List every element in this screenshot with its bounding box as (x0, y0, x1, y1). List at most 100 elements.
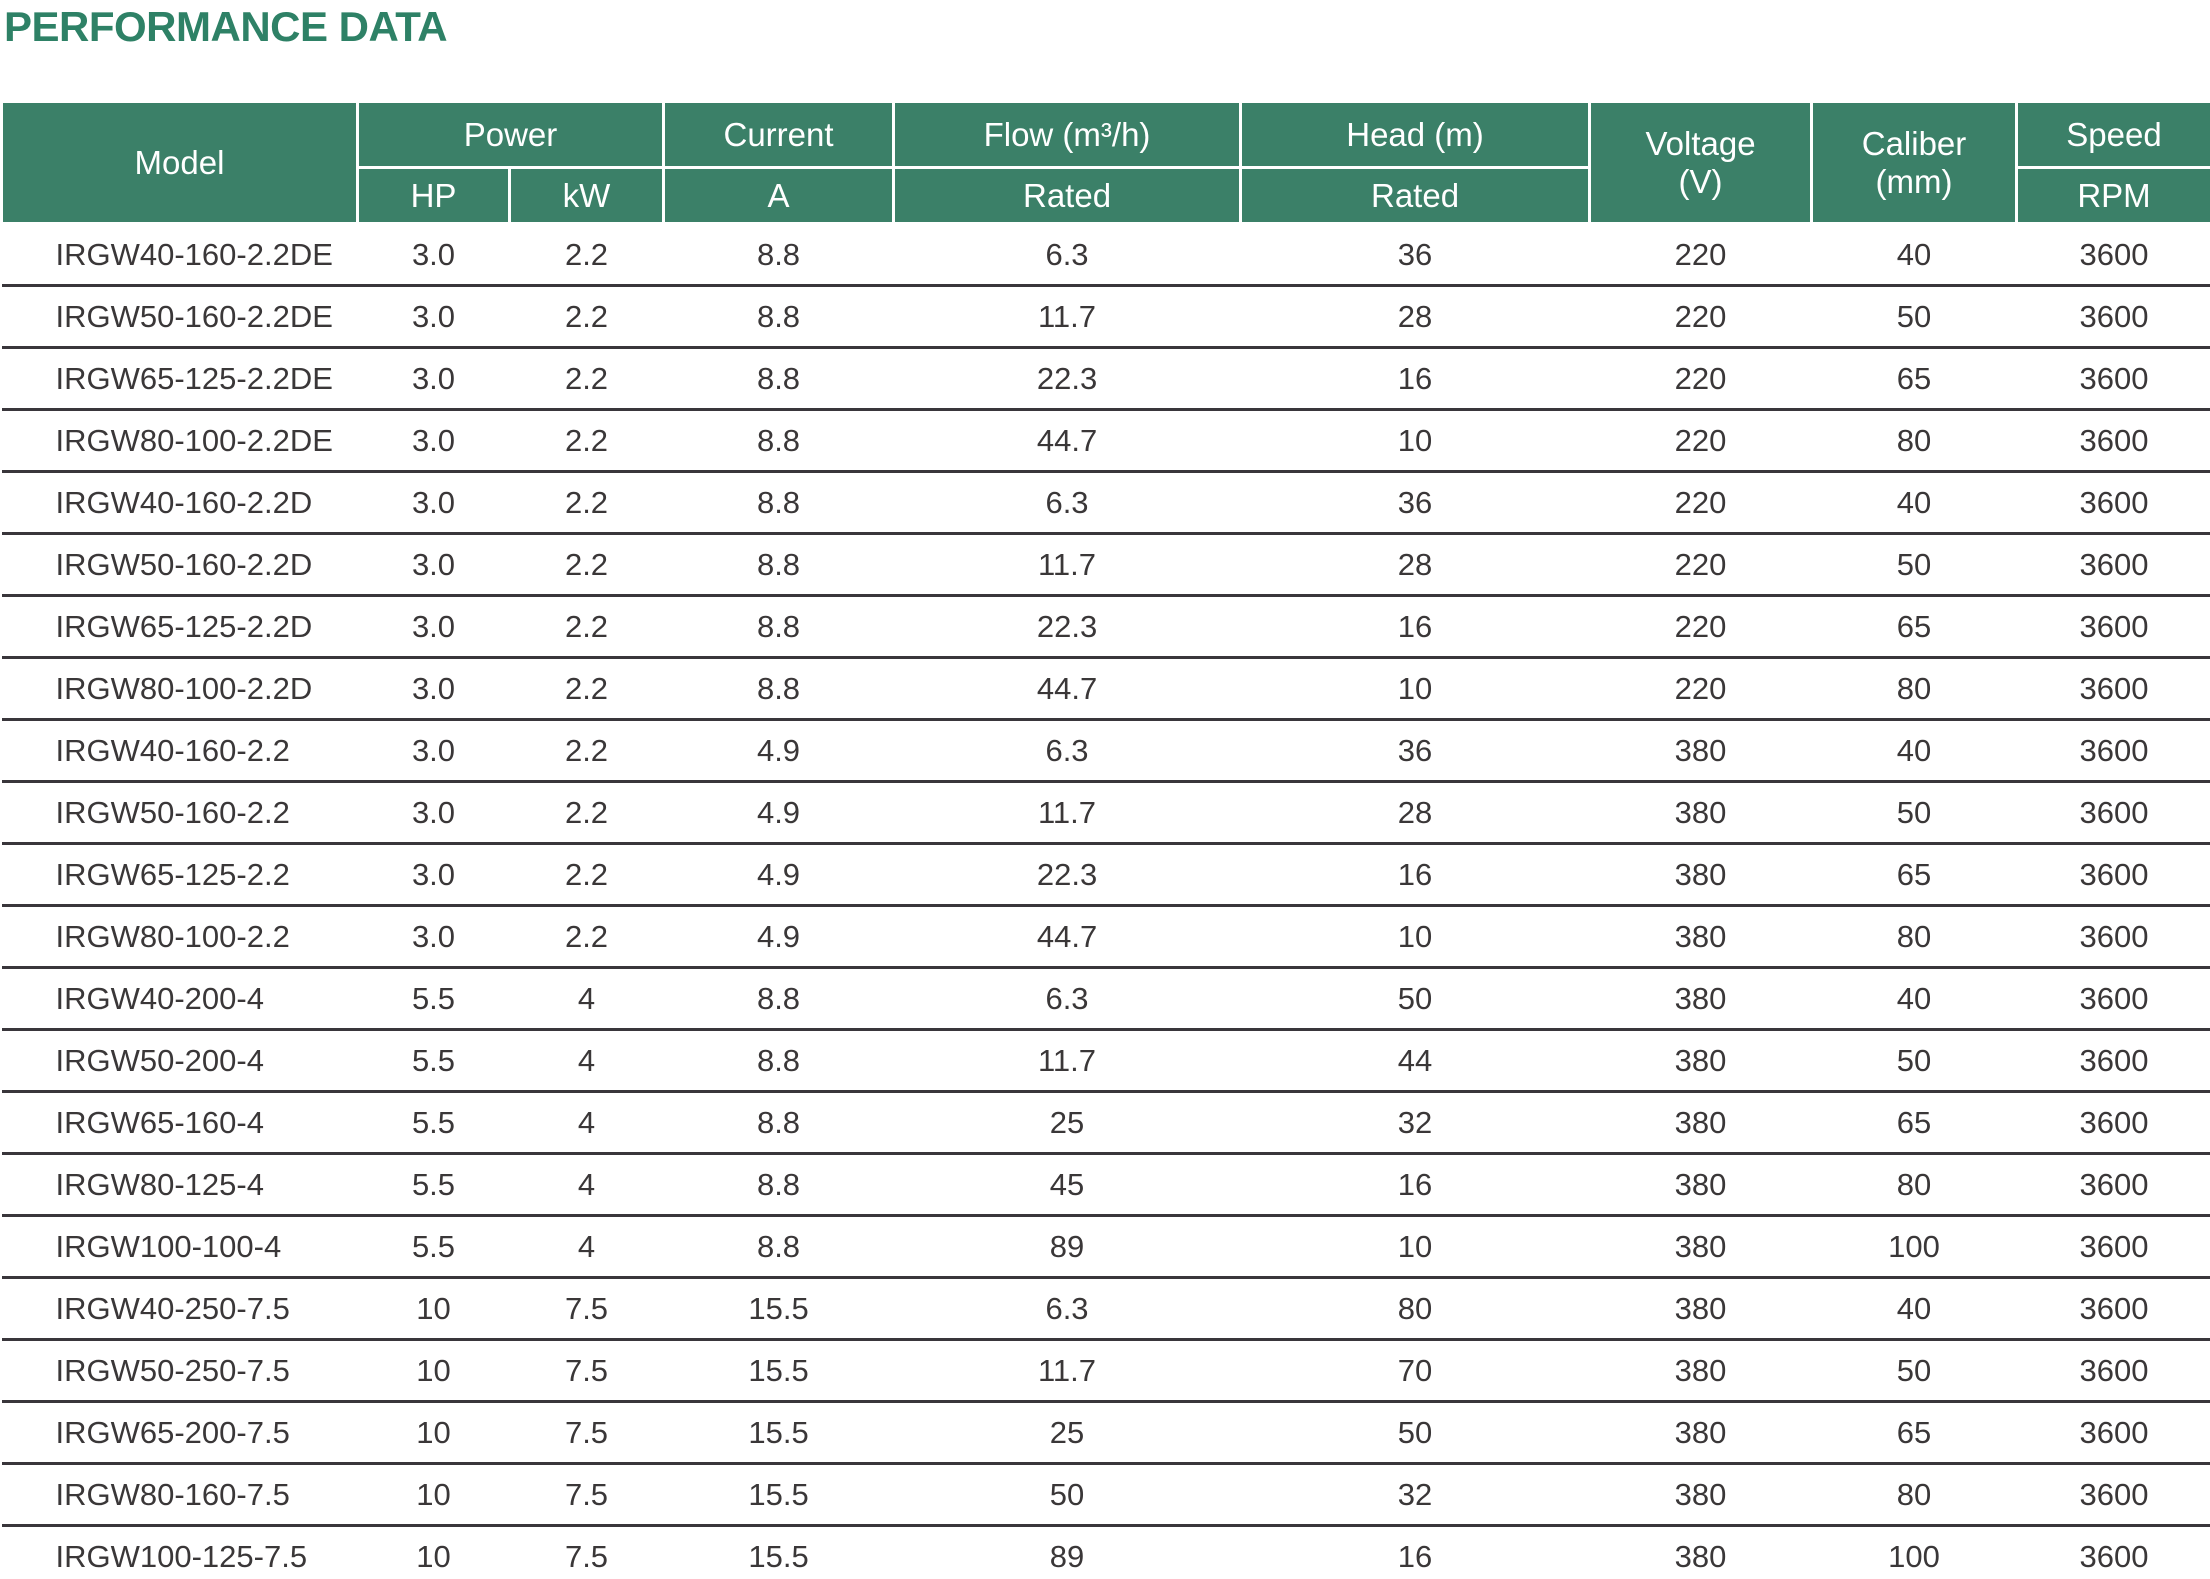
cell-voltage: 220 (1589, 223, 1812, 287)
cell-current-a: 8.8 (663, 1153, 894, 1217)
cell-model: IRGW65-200-7.5 (1, 1401, 358, 1465)
cell-current-a: 4.9 (663, 781, 894, 845)
cell-speed-rpm: 3600 (2016, 1277, 2210, 1341)
table-row: IRGW65-160-4 5.5 4 8.8 25 32 380 65 3600 (1, 1091, 2210, 1155)
cell-current-a: 8.8 (663, 347, 894, 411)
cell-flow-rated: 25 (893, 1091, 1241, 1155)
cell-voltage: 380 (1589, 1091, 1812, 1155)
table-row: IRGW65-200-7.5 10 7.5 15.5 25 50 380 65 3600 (1, 1401, 2210, 1465)
cell-speed-rpm: 3600 (2016, 967, 2210, 1031)
cell-flow-rated: 45 (893, 1153, 1241, 1217)
cell-head-rated: 10 (1240, 905, 1590, 969)
cell-speed-rpm: 3600 (2016, 409, 2210, 473)
col-header-flow: Flow (m³/h) (892, 100, 1243, 169)
cell-power-kw: 4 (509, 1153, 664, 1217)
table-row: IRGW40-160-2.2DE 3.0 2.2 8.8 6.3 36 220 40 3600 (1, 223, 2210, 287)
cell-power-kw: 2.2 (509, 409, 664, 473)
cell-caliber: 100 (1811, 1525, 2017, 1579)
cell-flow-rated: 50 (893, 1463, 1241, 1527)
cell-power-hp: 10 (357, 1463, 510, 1527)
cell-current-a: 4.9 (663, 905, 894, 969)
cell-flow-rated: 6.3 (893, 471, 1241, 535)
cell-current-a: 8.8 (663, 657, 894, 721)
cell-caliber: 80 (1811, 1463, 2017, 1527)
col-header-power: Power (355, 100, 666, 169)
cell-model: IRGW40-200-4 (1, 967, 358, 1031)
cell-flow-rated: 25 (893, 1401, 1241, 1465)
cell-power-hp: 3.0 (357, 471, 510, 535)
cell-caliber: 80 (1811, 657, 2017, 721)
cell-caliber: 100 (1811, 1215, 2017, 1279)
cell-model: IRGW80-100-2.2 (1, 905, 358, 969)
cell-model: IRGW50-160-2.2DE (1, 285, 358, 349)
cell-head-rated: 44 (1240, 1029, 1590, 1093)
cell-power-hp: 10 (357, 1339, 510, 1403)
table-row: IRGW40-160-2.2 3.0 2.2 4.9 6.3 36 380 40 3600 (1, 719, 2210, 783)
col-header-voltage: Voltage (V) (1588, 100, 1814, 225)
cell-caliber: 40 (1811, 719, 2017, 783)
col-header-model: Model (0, 100, 359, 225)
cell-caliber: 50 (1811, 1029, 2017, 1093)
cell-head-rated: 28 (1240, 533, 1590, 597)
cell-flow-rated: 11.7 (893, 1029, 1241, 1093)
cell-caliber: 65 (1811, 1401, 2017, 1465)
cell-speed-rpm: 3600 (2016, 223, 2210, 287)
cell-power-kw: 7.5 (509, 1339, 664, 1403)
cell-caliber: 40 (1811, 967, 2017, 1031)
cell-power-kw: 7.5 (509, 1401, 664, 1465)
cell-speed-rpm: 3600 (2016, 781, 2210, 845)
cell-voltage: 380 (1589, 1339, 1812, 1403)
cell-speed-rpm: 3600 (2016, 533, 2210, 597)
cell-model: IRGW80-125-4 (1, 1153, 358, 1217)
cell-power-hp: 3.0 (357, 285, 510, 349)
cell-power-kw: 7.5 (509, 1277, 664, 1341)
cell-current-a: 8.8 (663, 285, 894, 349)
cell-caliber: 50 (1811, 1339, 2017, 1403)
cell-power-kw: 2.2 (509, 347, 664, 411)
cell-flow-rated: 6.3 (893, 1277, 1241, 1341)
cell-flow-rated: 6.3 (893, 719, 1241, 783)
cell-model: IRGW100-100-4 (1, 1215, 358, 1279)
cell-current-a: 8.8 (663, 409, 894, 473)
cell-flow-rated: 89 (893, 1525, 1241, 1579)
cell-speed-rpm: 3600 (2016, 1525, 2210, 1579)
col-subheader-flow-rated: Rated (892, 166, 1243, 225)
cell-power-kw: 4 (509, 1029, 664, 1093)
cell-flow-rated: 22.3 (893, 843, 1241, 907)
cell-voltage: 220 (1589, 285, 1812, 349)
cell-current-a: 8.8 (663, 1215, 894, 1279)
table-row: IRGW80-125-4 5.5 4 8.8 45 16 380 80 3600 (1, 1153, 2210, 1217)
cell-model: IRGW65-125-2.2D (1, 595, 358, 659)
cell-voltage: 380 (1589, 905, 1812, 969)
cell-model: IRGW100-125-7.5 (1, 1525, 358, 1579)
cell-head-rated: 36 (1240, 223, 1590, 287)
cell-power-kw: 4 (509, 1091, 664, 1155)
cell-voltage: 220 (1589, 347, 1812, 411)
cell-voltage: 220 (1589, 533, 1812, 597)
cell-power-hp: 3.0 (357, 843, 510, 907)
cell-current-a: 15.5 (663, 1339, 894, 1403)
cell-flow-rated: 11.7 (893, 533, 1241, 597)
cell-current-a: 15.5 (663, 1401, 894, 1465)
cell-caliber: 40 (1811, 1277, 2017, 1341)
cell-flow-rated: 6.3 (893, 223, 1241, 287)
cell-power-hp: 10 (357, 1277, 510, 1341)
cell-speed-rpm: 3600 (2016, 843, 2210, 907)
cell-flow-rated: 11.7 (893, 1339, 1241, 1403)
table-header: Model Power Current Flow (m³/h) Head (m)… (0, 100, 2210, 225)
cell-voltage: 380 (1589, 843, 1812, 907)
cell-caliber: 50 (1811, 781, 2017, 845)
cell-model: IRGW65-160-4 (1, 1091, 358, 1155)
cell-model: IRGW40-160-2.2D (1, 471, 358, 535)
table-row: IRGW80-100-2.2 3.0 2.2 4.9 44.7 10 380 80 3600 (1, 905, 2210, 969)
cell-voltage: 380 (1589, 1153, 1812, 1217)
cell-flow-rated: 11.7 (893, 781, 1241, 845)
cell-head-rated: 10 (1240, 1215, 1590, 1279)
cell-head-rated: 36 (1240, 719, 1590, 783)
table-row: IRGW40-160-2.2D 3.0 2.2 8.8 6.3 36 220 40 3600 (1, 471, 2210, 535)
cell-head-rated: 16 (1240, 843, 1590, 907)
cell-head-rated: 28 (1240, 285, 1590, 349)
cell-flow-rated: 11.7 (893, 285, 1241, 349)
cell-voltage: 380 (1589, 781, 1812, 845)
